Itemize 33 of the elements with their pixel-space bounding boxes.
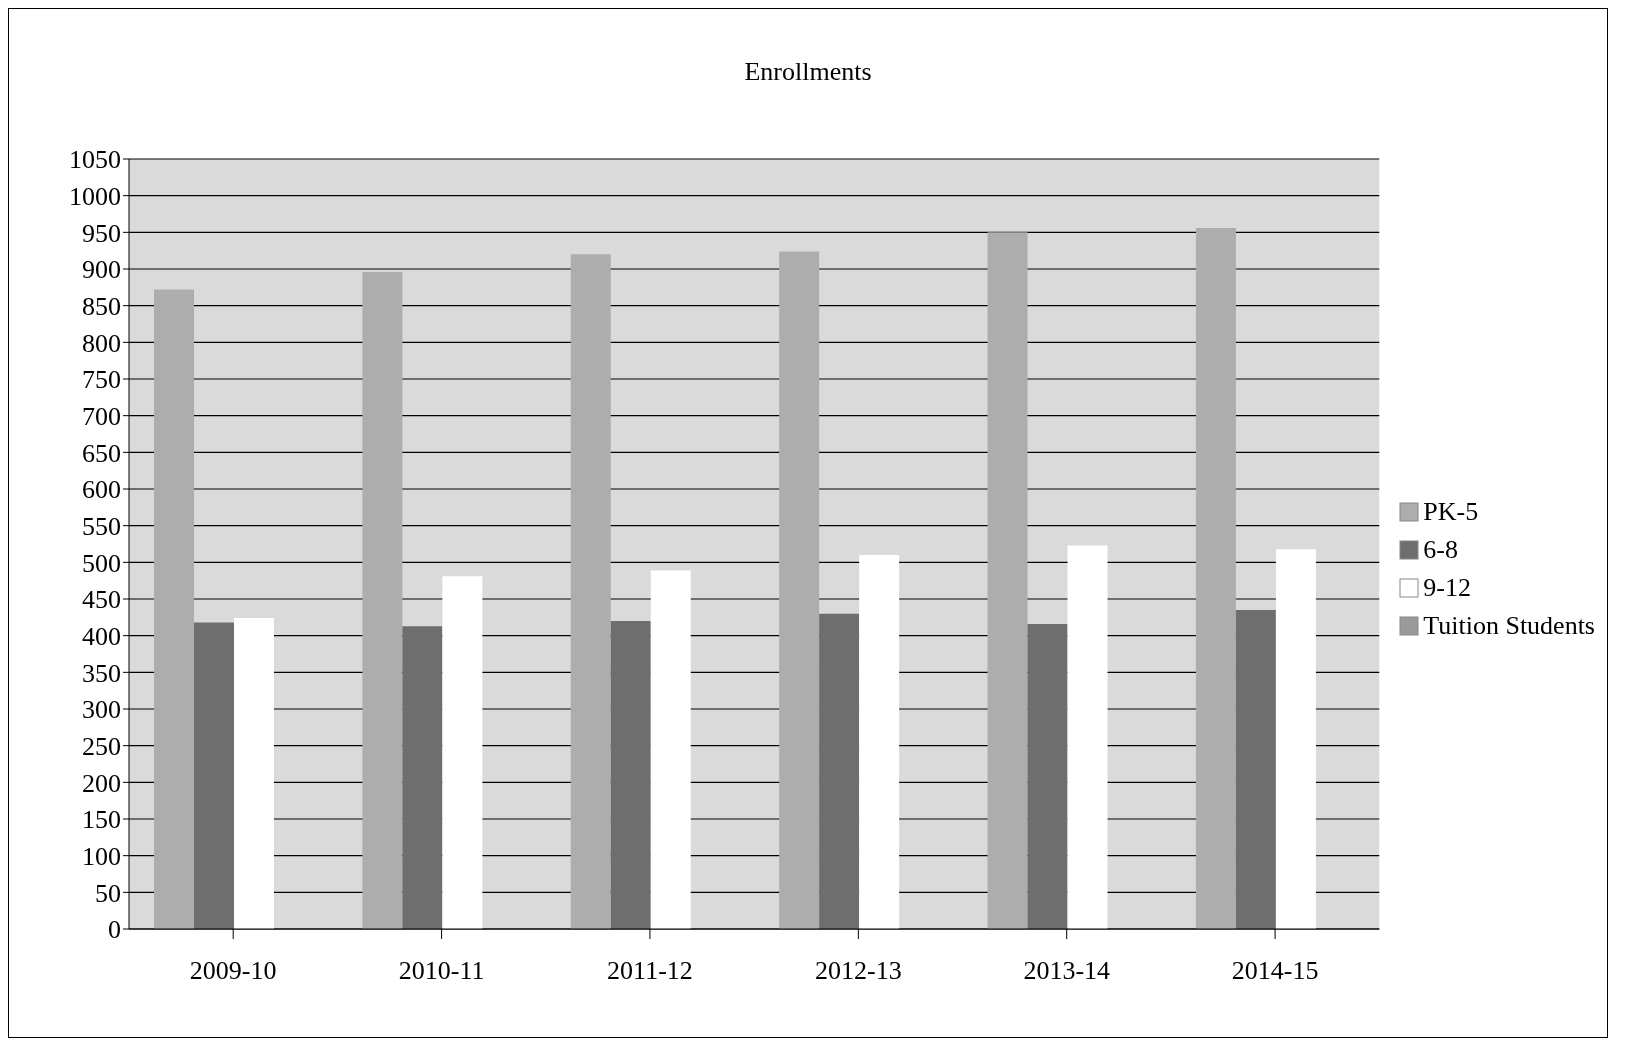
- y-tick-label: 500: [82, 548, 121, 578]
- y-tick-label: 150: [82, 805, 121, 835]
- legend-label: 9-12: [1423, 573, 1471, 603]
- y-tick-label: 800: [82, 328, 121, 358]
- y-tick-label: 700: [82, 401, 121, 431]
- y-tick-label: 750: [82, 365, 121, 395]
- y-tick-label: 950: [82, 218, 121, 248]
- y-tick-label: 1050: [69, 145, 121, 175]
- x-tick-label: 2011-12: [607, 956, 693, 986]
- legend-label: Tuition Students: [1423, 611, 1595, 641]
- y-tick-label: 1000: [69, 181, 121, 211]
- y-tick-label: 0: [108, 915, 121, 945]
- y-tick-label: 50: [95, 878, 121, 908]
- y-tick-label: 650: [82, 438, 121, 468]
- legend-label: PK-5: [1423, 497, 1479, 527]
- y-tick-label: 350: [82, 658, 121, 688]
- y-tick-label: 400: [82, 621, 121, 651]
- y-tick-label: 600: [82, 475, 121, 505]
- y-tick-label: 100: [82, 841, 121, 871]
- y-tick-label: 450: [82, 585, 121, 615]
- chart-title: Enrollments: [743, 56, 873, 88]
- y-tick-label: 300: [82, 695, 121, 725]
- x-tick-label: 2014-15: [1231, 956, 1319, 986]
- x-tick-label: 2010-11: [398, 956, 485, 986]
- y-tick-label: 200: [82, 768, 121, 798]
- x-tick-label: 2013-14: [1023, 956, 1111, 986]
- y-tick-label: 250: [82, 731, 121, 761]
- y-tick-label: 850: [82, 291, 121, 321]
- x-tick-label: 2012-13: [814, 956, 902, 986]
- y-tick-label: 900: [82, 255, 121, 285]
- y-tick-label: 550: [82, 511, 121, 541]
- legend-label: 6-8: [1423, 535, 1458, 565]
- x-tick-label: 2009-10: [189, 956, 277, 986]
